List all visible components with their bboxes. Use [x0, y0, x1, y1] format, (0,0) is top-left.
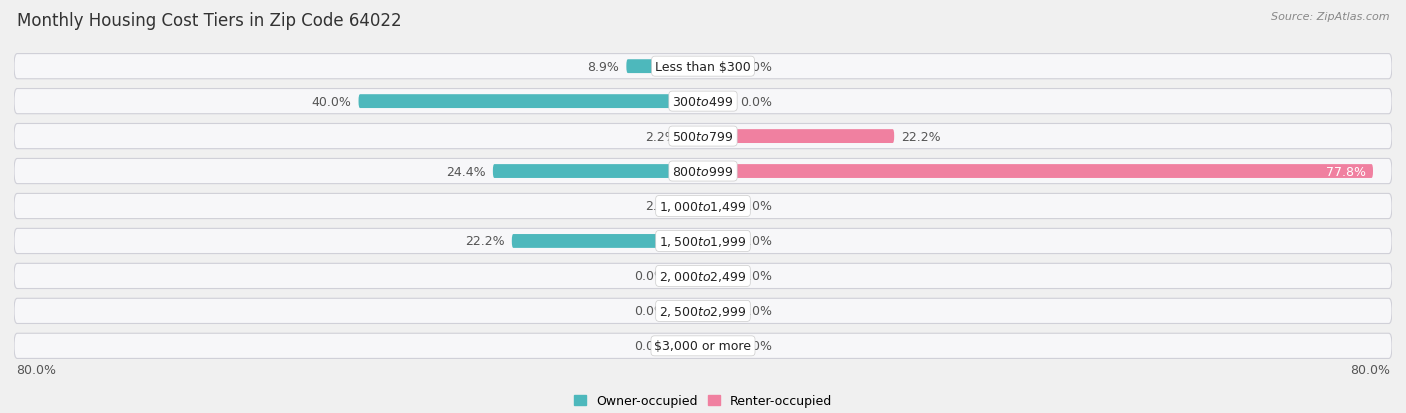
FancyBboxPatch shape — [673, 339, 703, 353]
FancyBboxPatch shape — [703, 199, 733, 214]
FancyBboxPatch shape — [703, 130, 894, 144]
FancyBboxPatch shape — [626, 60, 703, 74]
Text: Source: ZipAtlas.com: Source: ZipAtlas.com — [1271, 12, 1389, 22]
Text: $3,000 or more: $3,000 or more — [655, 339, 751, 352]
FancyBboxPatch shape — [494, 165, 703, 178]
Text: Less than $300: Less than $300 — [655, 61, 751, 74]
Text: 0.0%: 0.0% — [634, 305, 666, 318]
Text: 80.0%: 80.0% — [15, 363, 56, 376]
FancyBboxPatch shape — [703, 95, 733, 109]
Text: 0.0%: 0.0% — [740, 235, 772, 248]
FancyBboxPatch shape — [14, 124, 1392, 150]
Text: 8.9%: 8.9% — [588, 61, 620, 74]
FancyBboxPatch shape — [673, 304, 703, 318]
FancyBboxPatch shape — [703, 269, 733, 283]
Text: $300 to $499: $300 to $499 — [672, 95, 734, 108]
FancyBboxPatch shape — [14, 263, 1392, 289]
FancyBboxPatch shape — [673, 269, 703, 283]
FancyBboxPatch shape — [14, 55, 1392, 80]
FancyBboxPatch shape — [685, 130, 703, 144]
Text: 22.2%: 22.2% — [901, 130, 941, 143]
Text: 0.0%: 0.0% — [634, 339, 666, 352]
Text: 2.2%: 2.2% — [645, 130, 678, 143]
Text: 0.0%: 0.0% — [740, 305, 772, 318]
Text: $500 to $799: $500 to $799 — [672, 130, 734, 143]
FancyBboxPatch shape — [14, 89, 1392, 114]
Text: 0.0%: 0.0% — [634, 270, 666, 283]
FancyBboxPatch shape — [703, 235, 733, 248]
FancyBboxPatch shape — [703, 339, 733, 353]
FancyBboxPatch shape — [703, 60, 733, 74]
Text: 24.4%: 24.4% — [446, 165, 486, 178]
Text: 2.2%: 2.2% — [645, 200, 678, 213]
Text: $2,000 to $2,499: $2,000 to $2,499 — [659, 269, 747, 283]
Text: 77.8%: 77.8% — [1326, 165, 1367, 178]
Text: 0.0%: 0.0% — [740, 270, 772, 283]
Legend: Owner-occupied, Renter-occupied: Owner-occupied, Renter-occupied — [574, 394, 832, 408]
Text: $800 to $999: $800 to $999 — [672, 165, 734, 178]
Text: 0.0%: 0.0% — [740, 339, 772, 352]
FancyBboxPatch shape — [685, 199, 703, 214]
Text: $2,500 to $2,999: $2,500 to $2,999 — [659, 304, 747, 318]
FancyBboxPatch shape — [14, 229, 1392, 254]
Text: 0.0%: 0.0% — [740, 95, 772, 108]
FancyBboxPatch shape — [703, 165, 1374, 178]
FancyBboxPatch shape — [14, 159, 1392, 184]
Text: 40.0%: 40.0% — [312, 95, 352, 108]
FancyBboxPatch shape — [703, 304, 733, 318]
FancyBboxPatch shape — [14, 333, 1392, 358]
Text: 22.2%: 22.2% — [465, 235, 505, 248]
FancyBboxPatch shape — [512, 235, 703, 248]
FancyBboxPatch shape — [14, 299, 1392, 324]
Text: 80.0%: 80.0% — [1350, 363, 1391, 376]
FancyBboxPatch shape — [359, 95, 703, 109]
FancyBboxPatch shape — [14, 194, 1392, 219]
Text: 0.0%: 0.0% — [740, 61, 772, 74]
Text: 0.0%: 0.0% — [740, 200, 772, 213]
Text: $1,000 to $1,499: $1,000 to $1,499 — [659, 199, 747, 214]
Text: Monthly Housing Cost Tiers in Zip Code 64022: Monthly Housing Cost Tiers in Zip Code 6… — [17, 12, 402, 30]
Text: $1,500 to $1,999: $1,500 to $1,999 — [659, 235, 747, 248]
